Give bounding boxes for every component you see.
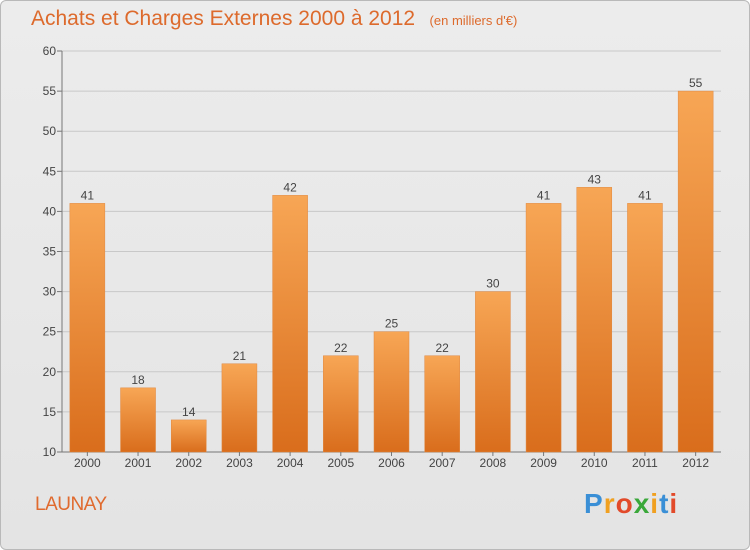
bar <box>170 419 207 453</box>
data-label: 55 <box>689 76 703 90</box>
data-label: 22 <box>334 341 348 355</box>
y-tick-label: 55 <box>43 84 57 98</box>
x-tick-label: 2000 <box>74 456 101 470</box>
bar <box>120 387 156 453</box>
y-tick-label: 10 <box>43 445 57 459</box>
bar <box>576 187 613 453</box>
bar <box>69 203 106 453</box>
data-label: 43 <box>588 172 602 186</box>
data-label: 21 <box>233 349 247 363</box>
bar <box>221 363 258 453</box>
data-label: 22 <box>436 341 450 355</box>
y-tick-label: 50 <box>43 124 57 138</box>
bar <box>323 355 359 453</box>
bar <box>475 291 511 453</box>
y-tick-label: 45 <box>43 164 57 178</box>
data-label: 18 <box>131 373 145 387</box>
place-name: LAUNAY <box>35 494 107 515</box>
y-tick-label: 25 <box>43 325 57 339</box>
y-tick-label: 35 <box>43 245 57 259</box>
x-tick-label: 2002 <box>175 456 202 470</box>
x-tick-label: 2007 <box>429 456 456 470</box>
x-tick-label: 2009 <box>530 456 557 470</box>
x-tick-label: 2003 <box>226 456 253 470</box>
data-label: 41 <box>537 188 551 202</box>
y-tick-label: 60 <box>43 44 57 58</box>
y-tick-label: 30 <box>43 285 57 299</box>
chart-unit: (en milliers d'€) <box>429 13 518 28</box>
x-tick-label: 2010 <box>581 456 608 470</box>
bar <box>272 195 308 453</box>
y-tick-label: 20 <box>43 365 57 379</box>
data-label: 41 <box>638 188 652 202</box>
bar <box>424 355 460 453</box>
bar <box>627 203 663 453</box>
proxiti-logo: Proxiti <box>584 488 679 519</box>
x-tick-label: 2001 <box>125 456 152 470</box>
y-tick-label: 40 <box>43 204 57 218</box>
y-tick-label: 15 <box>43 405 57 419</box>
chart-title: Achats et Charges Externes 2000 à 2012 <box>31 7 416 30</box>
x-tick-label: 2006 <box>378 456 405 470</box>
data-label: 41 <box>81 188 95 202</box>
x-tick-label: 2012 <box>682 456 709 470</box>
x-tick-label: 2004 <box>277 456 304 470</box>
x-tick-label: 2008 <box>480 456 507 470</box>
bar <box>677 90 714 453</box>
x-tick-label: 2005 <box>327 456 354 470</box>
data-label: 30 <box>486 277 500 291</box>
data-label: 14 <box>182 405 196 419</box>
chart-title-block: Achats et Charges Externes 2000 à 2012 (… <box>31 7 517 31</box>
bar <box>525 203 562 453</box>
data-label: 42 <box>283 180 297 194</box>
bar <box>373 331 410 453</box>
data-label: 25 <box>385 317 399 331</box>
x-tick-label: 2011 <box>632 456 658 470</box>
